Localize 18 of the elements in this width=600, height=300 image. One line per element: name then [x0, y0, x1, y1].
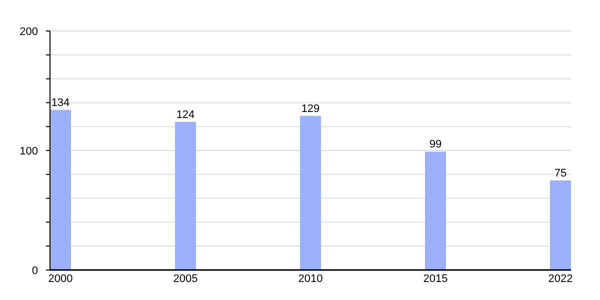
bar	[550, 180, 571, 270]
x-tick-label: 2005	[173, 273, 198, 285]
data-label: 129	[301, 102, 320, 115]
bar	[300, 116, 321, 270]
y-tick-label: 200	[20, 26, 38, 38]
data-label: 134	[51, 96, 70, 109]
x-tick-label: 2000	[48, 273, 73, 285]
bar	[425, 152, 446, 270]
x-tick-label: 2015	[423, 273, 448, 285]
data-label: 99	[429, 138, 442, 151]
data-label: 124	[176, 108, 195, 121]
y-tick-label: 100	[20, 146, 38, 158]
y-tick-label: 0	[32, 265, 38, 277]
bar	[50, 110, 71, 270]
x-tick-label: 2022	[548, 273, 573, 285]
x-tick-label: 2010	[298, 273, 323, 285]
data-label: 75	[554, 167, 567, 180]
bar	[175, 122, 196, 270]
